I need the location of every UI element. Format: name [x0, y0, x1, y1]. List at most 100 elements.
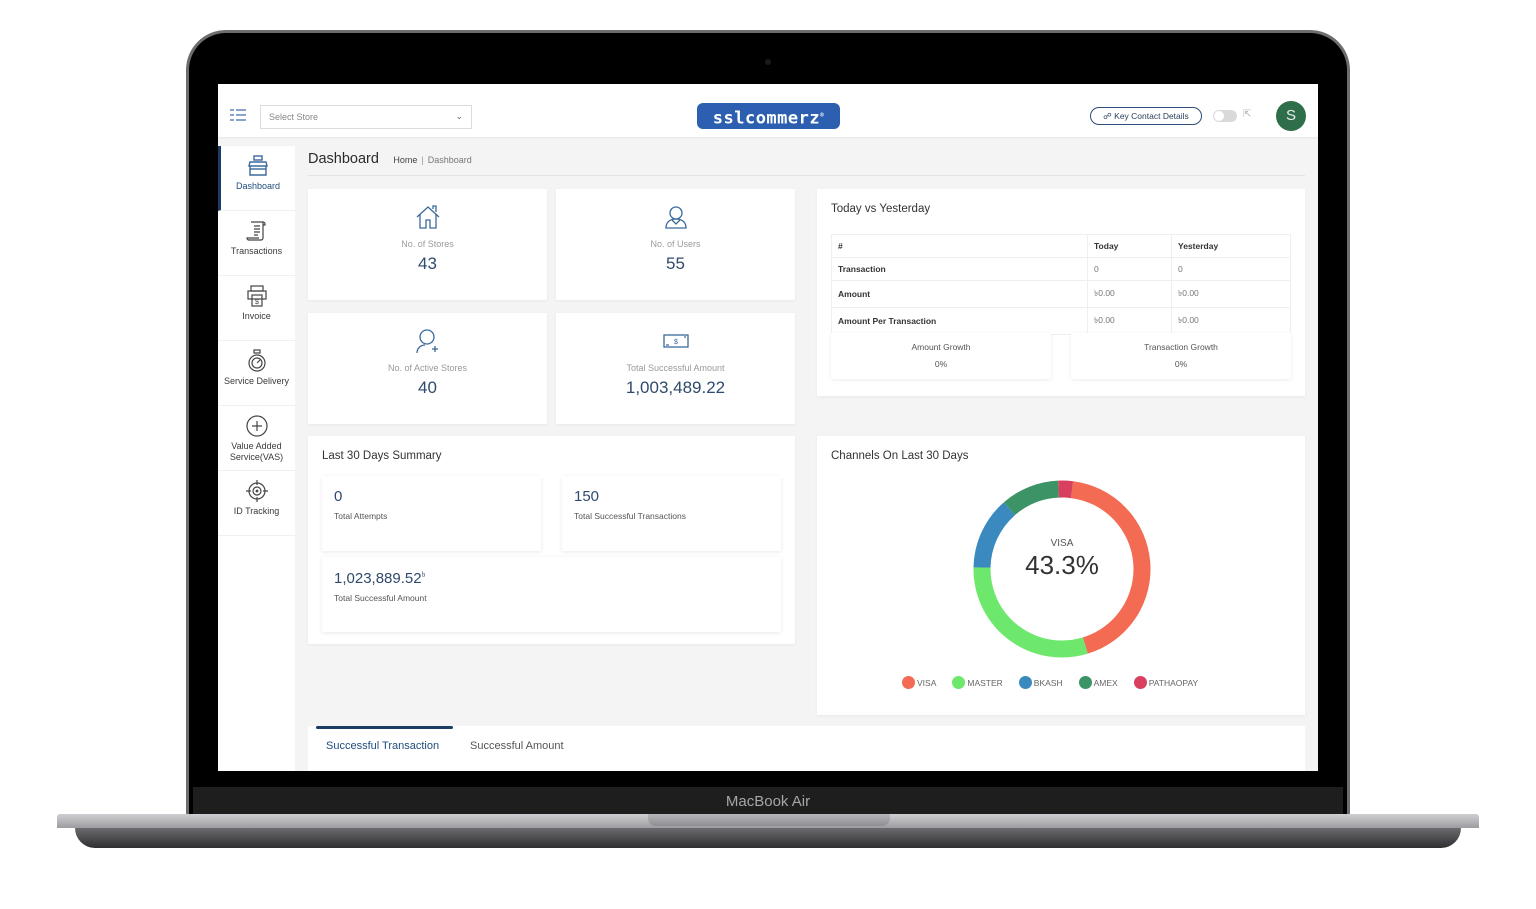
stat-value: 40 [418, 378, 437, 397]
table-header: Yesterday [1171, 234, 1291, 258]
sidebar-label: Service Delivery [223, 376, 290, 386]
growth-label: Transaction Growth [1144, 342, 1218, 352]
user-icon [664, 206, 687, 229]
sidebar-label: Service(VAS) [229, 452, 284, 462]
stopwatch-icon [247, 349, 266, 372]
row-label: Transaction [831, 257, 1088, 281]
stat-card-stores: No. of Stores 43 [308, 189, 547, 300]
donut-slice-master[interactable] [973, 567, 1088, 658]
sslcommerz-logo[interactable]: sslcommerz® [697, 103, 840, 129]
table-row: Transaction 0 0 [831, 257, 1291, 281]
legend-item-amex[interactable]: AMEX [1078, 676, 1118, 689]
user-plus-icon [415, 329, 438, 354]
total-successful-amount-card: 1,023,889.52৳ Total Successful Amount [322, 557, 781, 632]
sidebar-item-service-delivery[interactable]: Service Delivery [218, 341, 295, 406]
sidebar-label: Invoice [242, 311, 271, 321]
section-title: Last 30 Days Summary [322, 450, 442, 462]
row-label: Amount [831, 280, 1088, 308]
avatar-initial: S [1285, 107, 1296, 124]
legend-label: VISA [917, 677, 937, 688]
donut-slice-amex[interactable] [1003, 480, 1060, 516]
legend-dot [952, 676, 966, 689]
breadcrumb: Home | Dashboard [393, 155, 472, 165]
menu-toggle-icon[interactable] [230, 109, 248, 121]
table-row: Amount Per Transaction ৳0.00 ৳0.00 [831, 307, 1291, 335]
cell-today: 0 [1087, 257, 1172, 281]
mini-label: Total Successful Transactions [574, 511, 686, 521]
page-header: Dashboard Home | Dashboard [308, 150, 1305, 176]
device-label: MacBook Air [725, 793, 811, 810]
laptop-base-bottom [75, 828, 1461, 848]
plus-circle-icon [245, 415, 268, 437]
key-contact-label: Key Contact Details [1114, 111, 1189, 121]
mini-label: Total Successful Amount [334, 593, 427, 603]
stat-value: 1,003,489.22 [625, 378, 726, 397]
total-attempts-card: 0 Total Attempts [322, 476, 541, 551]
stat-label: Total Successful Amount [626, 363, 725, 373]
growth-label: Amount Growth [911, 342, 971, 352]
donut-slice-bkash[interactable] [973, 502, 1016, 568]
sidebar-label: Transactions [230, 246, 283, 256]
key-contact-details-button[interactable]: ☍ Key Contact Details [1090, 107, 1202, 125]
legend-item-bkash[interactable]: BKASH [1018, 676, 1063, 689]
sidebar-label: ID Tracking [233, 506, 280, 516]
page-title: Dashboard [308, 151, 379, 167]
tab-successful-amount[interactable]: Successful Amount [470, 740, 564, 752]
banknote-icon: $ [662, 334, 689, 348]
topbar: Select Store ⌄ sslcommerz® ☍ Key Contact… [218, 84, 1318, 137]
sidebar-item-invoice[interactable]: $ Invoice [218, 276, 295, 341]
donut-slice-visa[interactable] [1070, 481, 1151, 654]
amount-growth-card: Amount Growth 0% [831, 333, 1051, 379]
table-header: # [831, 234, 1088, 258]
stat-card-active-stores: No. of Active Stores 40 [308, 313, 547, 424]
cell-yesterday: ৳0.00 [1171, 307, 1291, 335]
invoice-printer-icon: $ [246, 285, 267, 307]
laptop-notch [648, 814, 890, 826]
channels-card: Channels On Last 30 Days VISA 43.3% VISA… [817, 436, 1305, 715]
donut-center-value: 43.3% [1025, 550, 1099, 580]
legend-item-master[interactable]: MASTER [952, 676, 1003, 689]
avatar[interactable]: S [1276, 101, 1306, 131]
stat-card-successful-amount: $ Total Successful Amount 1,003,489.22 [556, 313, 795, 424]
section-title: Today vs Yesterday [831, 203, 931, 215]
section-title: Channels On Last 30 Days [831, 450, 969, 462]
stat-label: No. of Active Stores [387, 363, 468, 373]
sidebar-label: Value Added [231, 441, 282, 451]
stat-label: No. of Stores [401, 239, 454, 249]
theme-toggle[interactable] [1213, 110, 1237, 122]
legend-label: PATHAOPAY [1148, 677, 1199, 688]
mini-value: 0 [334, 488, 343, 505]
stat-value: 55 [666, 254, 685, 273]
legend-label: MASTER [967, 677, 1003, 688]
tab-successful-transaction[interactable]: Successful Transaction [326, 740, 440, 752]
sidebar-item-vas[interactable]: Value Added Service(VAS) [218, 406, 295, 471]
store-select[interactable]: Select Store ⌄ [260, 105, 472, 129]
last-30-days-summary-card: Last 30 Days Summary 0 Total Attempts 15… [308, 436, 795, 644]
store-icon [248, 155, 268, 176]
channels-donut-chart[interactable]: VISA 43.3% [967, 474, 1157, 664]
legend-item-visa[interactable]: VISA [902, 676, 936, 689]
sidebar-item-id-tracking[interactable]: ID Tracking [218, 471, 295, 536]
stat-card-users: No. of Users 55 [556, 189, 795, 300]
growth-value: 0% [934, 359, 948, 369]
svg-text:$: $ [255, 299, 259, 306]
receipt-scroll-icon [245, 221, 266, 241]
mini-value: 1,023,889.52 [334, 570, 422, 587]
laptop-chin [193, 787, 1343, 815]
transaction-growth-card: Transaction Growth 0% [1071, 333, 1291, 379]
legend-item-pathaopay[interactable]: PATHAOPAY [1133, 676, 1199, 689]
donut-slice-pathaopay[interactable] [1058, 480, 1074, 499]
svg-text:$: $ [674, 339, 678, 346]
legend-label: BKASH [1033, 677, 1063, 688]
sidebar-item-transactions[interactable]: Transactions [218, 211, 295, 276]
fullscreen-icon[interactable]: ⇱ [1243, 109, 1252, 120]
chart-legend: VISA MASTER BKASH AMEX PATHAOPAY [902, 676, 1198, 689]
breadcrumb-home[interactable]: Home [393, 155, 418, 165]
legend-dot [1133, 676, 1147, 689]
table-header-row: # Today Yesterday [831, 234, 1291, 258]
screen: Select Store ⌄ sslcommerz® ☍ Key Contact… [218, 84, 1318, 771]
mini-label: Total Attempts [334, 511, 388, 521]
sidebar-item-dashboard[interactable]: Dashboard [218, 146, 295, 211]
cell-today: ৳0.00 [1087, 307, 1172, 335]
